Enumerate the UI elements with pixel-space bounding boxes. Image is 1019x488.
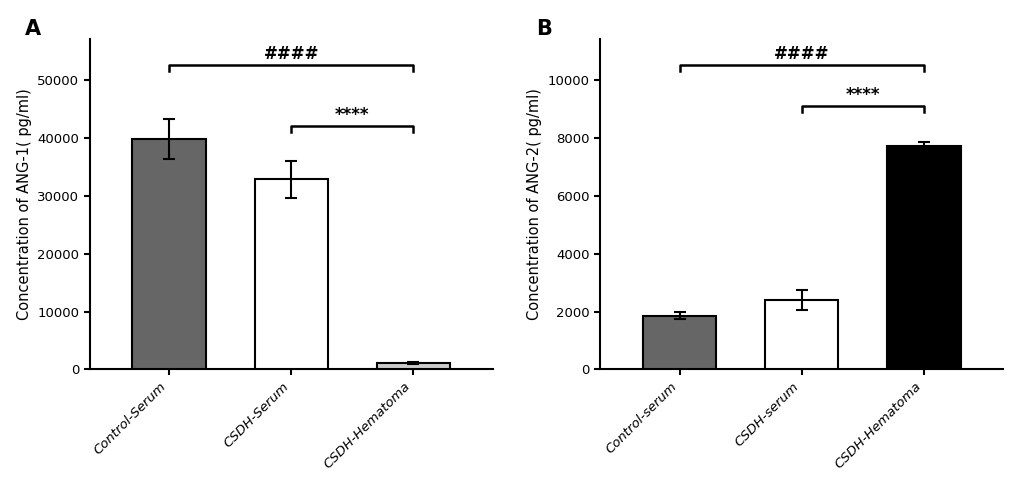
Bar <box>887 146 960 369</box>
Text: B: B <box>535 20 551 40</box>
Text: ****: **** <box>845 86 879 104</box>
Text: ****: **** <box>334 106 369 124</box>
Bar <box>255 180 327 369</box>
Text: A: A <box>25 20 41 40</box>
Bar <box>642 316 715 369</box>
Text: ####: #### <box>263 45 319 63</box>
Y-axis label: Concentration of ANG-2( pg/ml): Concentration of ANG-2( pg/ml) <box>527 88 542 320</box>
Bar <box>764 300 838 369</box>
Bar <box>376 363 449 369</box>
Y-axis label: Concentration of ANG-1( pg/ml): Concentration of ANG-1( pg/ml) <box>16 88 32 320</box>
Text: ####: #### <box>773 45 828 63</box>
Bar <box>132 139 206 369</box>
